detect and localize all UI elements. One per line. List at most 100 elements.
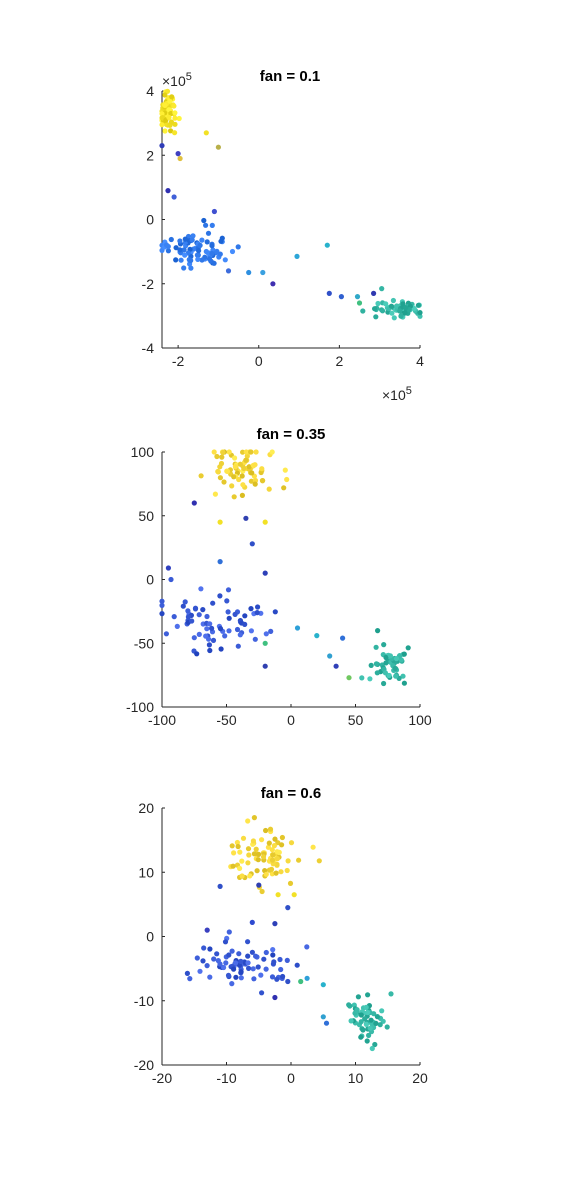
point-yellow (265, 844, 271, 850)
point-blue (185, 608, 191, 614)
point-teal (381, 642, 387, 648)
point-blue (221, 964, 227, 971)
y-tick-label: 0 (146, 572, 154, 588)
point-blue (210, 600, 216, 606)
point-blue (278, 966, 284, 973)
point-blue (246, 965, 252, 972)
point-yellow (284, 476, 290, 483)
point-blue (181, 265, 187, 271)
point-yellow (259, 837, 265, 843)
point-teal (383, 301, 389, 307)
point-yellow (212, 491, 218, 497)
point-blue (284, 957, 290, 964)
point-yellow (250, 838, 256, 844)
point-yellow (266, 840, 272, 846)
point-blue (294, 962, 300, 968)
point-blue (204, 963, 210, 969)
point-yellow (270, 852, 276, 858)
point-blue (245, 960, 251, 966)
point-blue (210, 637, 217, 644)
x-tick-label: 50 (348, 712, 364, 728)
point-yellow (219, 454, 225, 460)
point-yellow (279, 842, 285, 848)
point-teal (373, 644, 379, 650)
point-blue (199, 257, 205, 263)
y-tick-label: -100 (126, 699, 154, 715)
point-blue (189, 237, 195, 243)
point-teal (383, 660, 389, 666)
point-blue (219, 235, 225, 241)
point-teal (364, 1038, 370, 1044)
point-blue (236, 951, 242, 957)
point-yellow (248, 449, 254, 455)
point-blue (181, 247, 187, 253)
point (272, 994, 278, 1001)
point-yellow (218, 460, 225, 467)
point-yellow (260, 854, 267, 860)
point-blue (261, 956, 267, 962)
point-blue (205, 230, 212, 236)
point-teal (382, 670, 388, 676)
point-blue (217, 626, 224, 632)
point-yellow (253, 449, 259, 455)
point-yellow (172, 130, 178, 136)
point-yellow (226, 449, 232, 455)
point-blue (200, 958, 206, 964)
point (379, 286, 385, 292)
point-blue (229, 248, 236, 255)
point (215, 144, 221, 150)
point-blue (238, 958, 244, 965)
point-teal (417, 313, 423, 319)
y-tick-label: 50 (138, 508, 154, 524)
point-blue (215, 958, 221, 964)
point-blue (206, 256, 213, 262)
point-teal (363, 1021, 369, 1027)
point (260, 269, 266, 276)
scatter-panel-3: fan = 0.6 -20 -10 0 10 20 -20 -10 0 10 20 (134, 785, 428, 1086)
point-yellow (231, 850, 237, 856)
point-blue (197, 968, 203, 974)
point-yellow (248, 478, 254, 484)
point (285, 978, 291, 985)
point-blue (191, 635, 197, 641)
point-yellow (252, 462, 258, 468)
point (204, 927, 210, 933)
point-yellow (263, 871, 269, 877)
point-teal (390, 297, 396, 304)
point-blue (196, 612, 202, 618)
point-teal (375, 628, 381, 634)
x-tick-label: 0 (287, 1070, 295, 1086)
point-teal (384, 1024, 390, 1030)
point-blue (204, 626, 210, 632)
x-exponent-label: ×105 (382, 385, 412, 403)
point-blue (214, 951, 220, 957)
point-blue (196, 631, 202, 638)
point (272, 921, 278, 927)
point-teal (383, 654, 389, 661)
point-yellow (269, 857, 276, 863)
point-blue (188, 265, 194, 271)
point (338, 294, 344, 300)
point-yellow (232, 455, 238, 461)
point-teal (365, 1009, 371, 1016)
point-teal (398, 313, 404, 319)
point (326, 290, 332, 296)
point-teal (360, 1027, 366, 1033)
point-blue (194, 955, 200, 961)
point-teal (369, 1045, 375, 1052)
point (354, 294, 361, 300)
point-blue (254, 610, 260, 616)
point-blue (251, 976, 257, 982)
chart-title: fan = 0.1 (260, 68, 320, 85)
point-blue (211, 956, 217, 962)
point-teal (368, 662, 374, 669)
point-yellow (251, 815, 257, 821)
point-teal (373, 314, 379, 320)
point-yellow (281, 485, 287, 491)
point-yellow (239, 473, 245, 479)
point-blue (245, 939, 251, 945)
point (159, 598, 165, 604)
point-yellow (239, 873, 245, 879)
point-teal (358, 1012, 364, 1018)
point-yellow (245, 860, 251, 866)
